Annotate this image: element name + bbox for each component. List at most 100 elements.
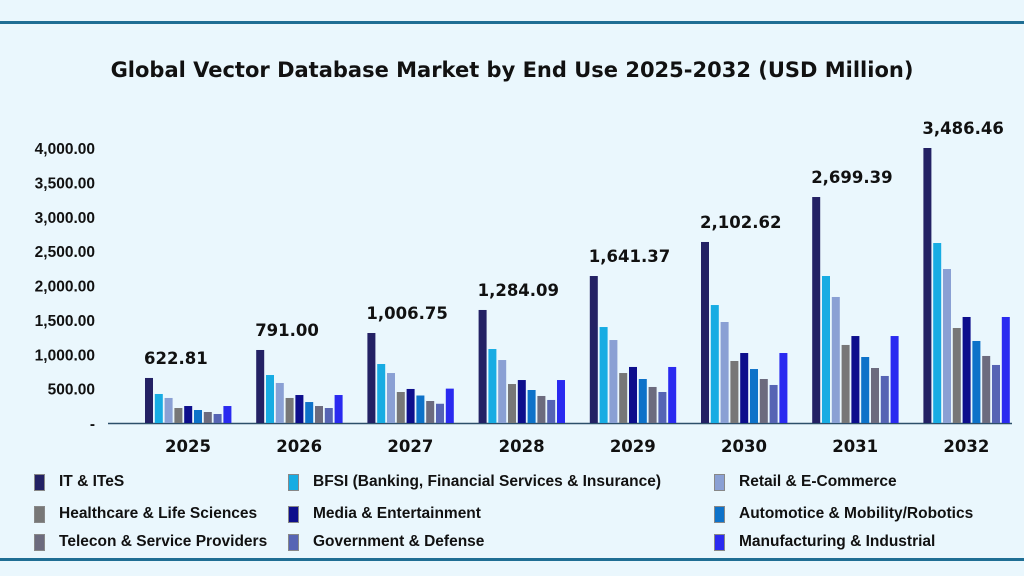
bar-2028-series-0 (478, 309, 487, 423)
legend-swatch (714, 533, 725, 551)
y-tick-label: 1,500.00 (35, 313, 95, 330)
bar-2026-series-6 (315, 406, 323, 423)
legend-item: Automotice & Mobility/Robotics (714, 505, 973, 523)
bar-2028-series-8 (557, 380, 565, 423)
bar-2025-series-2 (164, 397, 173, 423)
bar-2030-series-6 (759, 379, 768, 423)
bar-2026-series-8 (334, 395, 343, 423)
bar-2029-series-7 (658, 391, 667, 423)
legend-swatch (34, 473, 45, 491)
bar-2031-series-3 (841, 344, 850, 423)
x-tick-label: 2031 (832, 437, 878, 456)
legend-label: Automotice & Mobility/Robotics (739, 505, 974, 522)
top-border (0, 21, 1024, 24)
bar-2028-series-3 (508, 384, 516, 423)
bar-2025-series-3 (174, 408, 183, 423)
x-tick-label: 2025 (165, 437, 211, 456)
bar-2030-series-7 (769, 384, 778, 423)
total-data-label: 791.00 (255, 321, 319, 340)
bar-2026-series-0 (256, 349, 265, 423)
legend-item: Media & Entertainment (288, 505, 481, 523)
bar-2029-series-1 (599, 327, 608, 423)
bar-2028-series-2 (498, 360, 507, 423)
total-data-label: 2,102.62 (700, 213, 781, 232)
bar-2031-series-5 (861, 357, 870, 423)
legend-label: Telecon & Service Providers (59, 533, 268, 550)
legend-item: Manufacturing & Industrial (714, 533, 935, 551)
bar-2027-series-5 (416, 395, 425, 423)
bar-2027-series-0 (367, 333, 376, 423)
bar-2032-series-8 (1001, 316, 1010, 423)
total-data-label: 2,699.39 (811, 168, 892, 187)
y-tick-label: 2,000.00 (35, 279, 95, 296)
bar-2031-series-8 (890, 336, 899, 423)
bar-2032-series-1 (933, 243, 942, 423)
bar-2027-series-8 (445, 388, 454, 423)
total-data-label: 1,641.37 (589, 247, 670, 266)
bar-2025-series-4 (184, 406, 193, 423)
bar-2030-series-3 (730, 360, 739, 423)
bar-2026-series-7 (324, 408, 333, 423)
legend-swatch (288, 533, 299, 551)
bar-2030-series-2 (720, 322, 729, 423)
bar-2029-series-5 (638, 379, 647, 423)
bar-2030-series-4 (740, 353, 749, 423)
legend-item: Healthcare & Life Sciences (34, 505, 257, 523)
bar-2029-series-6 (648, 386, 657, 423)
bar-2031-series-7 (880, 375, 889, 423)
bar-2029-series-3 (619, 373, 628, 423)
bar-2027-series-4 (406, 388, 415, 423)
legend-swatch (714, 473, 725, 491)
bar-2031-series-0 (812, 197, 821, 423)
legend-item: BFSI (Banking, Financial Services & Insu… (288, 473, 661, 491)
total-data-label: 1,284.09 (478, 281, 559, 300)
legend-item: Retail & E-Commerce (714, 473, 897, 491)
bar-2032-series-3 (952, 327, 961, 423)
bar-2029-series-8 (668, 366, 677, 423)
legend-swatch (714, 505, 725, 523)
legend-swatch (34, 505, 45, 523)
bar-2026-series-5 (305, 402, 314, 423)
bar-2030-series-0 (701, 241, 709, 423)
bar-2029-series-2 (609, 340, 618, 423)
legend-label: Retail & E-Commerce (739, 473, 897, 490)
bar-2032-series-4 (962, 316, 971, 423)
bar-2031-series-4 (851, 336, 860, 423)
bar-2026-series-3 (285, 397, 294, 423)
y-tick-label: 2,500.00 (35, 244, 95, 261)
y-tick-label: 4,000.00 (35, 141, 95, 158)
x-tick-label: 2028 (499, 437, 545, 456)
bar-2028-series-6 (537, 395, 546, 423)
bar-2025-series-5 (194, 410, 202, 423)
bar-2032-series-5 (972, 340, 981, 423)
bar-2031-series-1 (822, 276, 830, 423)
total-data-label: 622.81 (144, 349, 208, 368)
y-tick-label: 3,500.00 (35, 175, 95, 192)
bar-2032-series-0 (923, 148, 932, 423)
bar-2031-series-2 (831, 296, 840, 423)
legend-item: IT & ITeS (34, 473, 124, 491)
x-tick-label: 2032 (943, 437, 989, 456)
bar-2028-series-4 (517, 380, 526, 423)
y-tick-label: 500.00 (48, 382, 95, 399)
bar-2027-series-7 (436, 403, 444, 423)
x-tick-label: 2026 (276, 437, 322, 456)
bar-2026-series-2 (275, 382, 284, 423)
bar-2032-series-7 (992, 364, 1000, 423)
chart-title: Global Vector Database Market by End Use… (110, 58, 914, 82)
bar-2027-series-3 (396, 391, 405, 423)
legend-item: Government & Defense (288, 533, 484, 551)
bar-2030-series-5 (750, 369, 758, 423)
bar-2029-series-0 (589, 276, 598, 423)
bar-2027-series-1 (377, 364, 386, 423)
bar-2028-series-7 (547, 399, 556, 423)
legend-label: Manufacturing & Industrial (739, 533, 936, 550)
total-data-label: 3,486.46 (922, 119, 1003, 138)
y-tick-label: - (90, 416, 95, 433)
bar-2031-series-6 (871, 368, 879, 423)
bar-2030-series-1 (710, 305, 719, 423)
bar-2026-series-1 (266, 375, 274, 423)
bar-2032-series-6 (982, 355, 991, 423)
x-tick-label: 2030 (721, 437, 767, 456)
x-tick-label: 2027 (387, 437, 433, 456)
